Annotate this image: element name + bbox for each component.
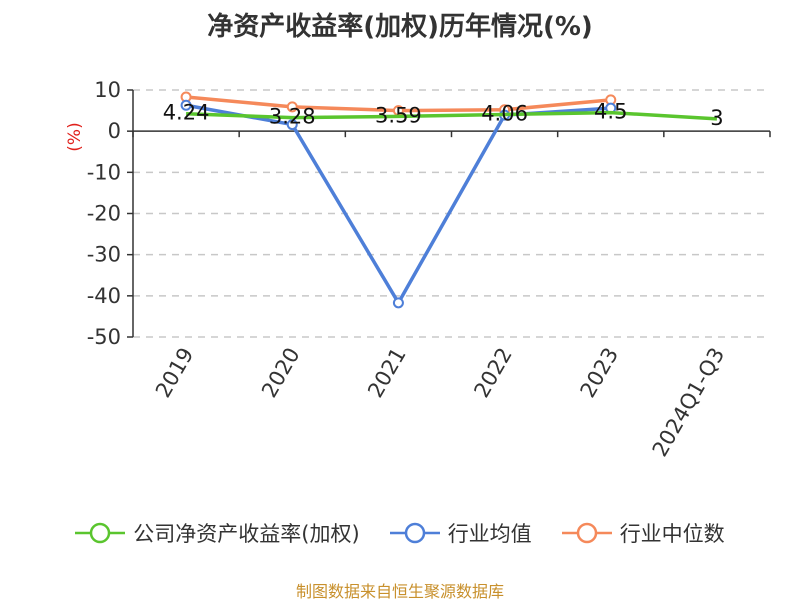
- legend-swatch-icon: [75, 522, 126, 544]
- x-tick-label: 2023: [576, 344, 624, 402]
- y-tick-label: -10: [87, 160, 121, 184]
- legend-swatch-icon: [389, 522, 440, 544]
- series-line: [186, 110, 718, 121]
- series-point: [392, 297, 404, 309]
- data-source-note: 制图数据来自恒生聚源数据库: [295, 582, 504, 601]
- legend-item[interactable]: 行业均值: [389, 518, 532, 548]
- data-label: 4.06: [481, 101, 528, 125]
- chart-title: 净资产收益率(加权)历年情况(%): [207, 12, 593, 42]
- legend-item[interactable]: 公司净资产收益率(加权): [75, 518, 360, 548]
- x-tick-label: 2024Q1-Q3: [648, 344, 730, 461]
- series-point: [180, 99, 192, 111]
- legend-label: 行业均值: [447, 522, 532, 546]
- legend-label: 行业中位数: [619, 522, 725, 546]
- legend-label: 公司净资产收益率(加权): [133, 522, 360, 546]
- x-tick-label: 2019: [151, 344, 199, 402]
- y-tick-label: -30: [87, 243, 121, 267]
- y-tick-label: 10: [94, 78, 121, 102]
- x-tick-label: 2022: [469, 344, 517, 402]
- series-point: [286, 119, 298, 131]
- data-label: 3: [710, 106, 723, 130]
- legend-item[interactable]: 行业中位数: [561, 518, 725, 548]
- series-line: [185, 103, 611, 305]
- y-tick-label: -20: [87, 202, 121, 226]
- x-tick-label: 2020: [257, 344, 305, 402]
- y-tick-label: -50: [87, 325, 121, 349]
- data-label: 4.5: [594, 100, 627, 124]
- legend-swatch-icon: [561, 522, 612, 544]
- y-tick-label: -40: [87, 284, 121, 308]
- series-point: [286, 101, 298, 113]
- x-tick-label: 2021: [363, 344, 411, 402]
- data-label: 3.59: [375, 103, 422, 127]
- data-label: 4.24: [163, 101, 210, 125]
- data-label: 3.28: [269, 105, 316, 129]
- chart-legend: 公司净资产收益率(加权) 行业均值 行业中位数: [0, 518, 800, 548]
- y-tick-label: 0: [108, 119, 121, 143]
